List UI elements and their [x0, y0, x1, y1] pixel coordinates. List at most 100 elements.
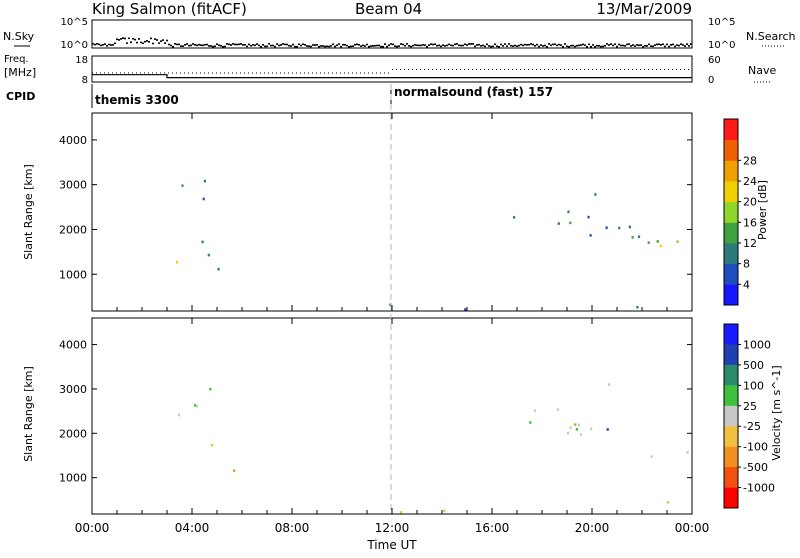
velocity-colorbar-label: Velocity [m s^-1]	[770, 365, 783, 460]
nsky-point	[628, 43, 630, 45]
y-tick-label: 4000	[59, 134, 87, 147]
range-cell	[605, 226, 608, 229]
colorbar-tick-label: 20	[743, 196, 757, 209]
nsky-point	[456, 43, 458, 45]
nave-point	[384, 72, 385, 74]
nsky-point	[376, 44, 378, 47]
nsky-point	[150, 37, 152, 40]
nsky-point	[180, 45, 182, 47]
nave-point	[272, 72, 273, 74]
nave-point	[544, 69, 545, 70]
nave-point	[356, 72, 357, 74]
nsky-point	[434, 43, 436, 45]
nsky-point	[386, 45, 388, 48]
nsky-point	[504, 43, 506, 45]
range-cell	[203, 179, 206, 183]
nave-point	[380, 72, 381, 74]
nsky-point	[430, 43, 432, 45]
nsky-point	[408, 45, 410, 47]
nave-point	[220, 72, 221, 74]
nsky-point	[184, 44, 186, 46]
nsky-point	[654, 44, 656, 46]
nsky-point	[398, 45, 400, 47]
nsky-point	[530, 43, 532, 45]
nave-point	[264, 72, 265, 74]
nave-point	[600, 69, 601, 70]
range-cell	[202, 197, 205, 201]
colorbar-tick-label: 25	[743, 400, 757, 413]
nsky-point	[394, 45, 396, 47]
nave-point	[648, 69, 649, 70]
nsky-point	[648, 43, 650, 46]
nsky-point	[604, 45, 606, 47]
power-heatmap	[175, 179, 679, 311]
nave-point	[504, 69, 505, 70]
nsky-point	[584, 44, 586, 46]
nave-point	[572, 69, 573, 70]
nave-point	[508, 69, 509, 70]
nave-point	[532, 69, 533, 70]
y-tick-label: 3000	[59, 179, 87, 192]
nsky-point	[196, 44, 198, 47]
nave-label: Nave	[748, 64, 776, 77]
nsky-point	[510, 44, 512, 47]
nave-point	[484, 69, 485, 70]
nsky-point	[672, 43, 674, 46]
colorbar-tick-label: -100	[743, 441, 768, 454]
nsky-point	[246, 45, 248, 48]
nsky-point	[344, 44, 346, 46]
nave-point	[204, 72, 205, 74]
nsky-point	[216, 43, 218, 45]
nsky-point	[238, 43, 240, 46]
colorbar-tick-label: -25	[743, 420, 761, 433]
nave-point	[592, 69, 593, 70]
colorbar-segment	[724, 364, 738, 386]
nsky-trace	[92, 37, 692, 48]
time-axis-label: Time UT	[366, 538, 417, 552]
range-cell	[589, 234, 592, 237]
nave-point	[536, 69, 537, 70]
nave-point	[280, 72, 281, 74]
nsky-point	[170, 44, 172, 47]
nave-point	[328, 72, 329, 74]
nsky-point	[122, 37, 124, 39]
nsky-point	[462, 44, 464, 47]
range-cell	[686, 451, 689, 454]
range-cell	[618, 226, 621, 230]
nsky-point	[232, 43, 234, 45]
range-cell	[569, 221, 572, 225]
colorbar-segment	[724, 181, 738, 203]
nave-point	[524, 69, 525, 70]
nsky-point	[218, 44, 220, 47]
nave-point	[388, 72, 389, 74]
nave-point	[564, 69, 565, 70]
nsky-point	[680, 43, 682, 45]
nsky-point	[438, 44, 440, 47]
x-tick-label: 00:00	[75, 521, 110, 535]
nsky-point	[518, 44, 520, 47]
nsky-point	[314, 44, 316, 46]
nave-point	[112, 72, 113, 74]
nsky-point	[524, 43, 526, 46]
nave-point	[644, 69, 645, 70]
nsky-point	[474, 45, 476, 48]
nsky-point	[130, 41, 132, 43]
colorbar-segment	[724, 160, 738, 182]
nsky-point	[320, 45, 322, 47]
nave-point	[468, 69, 469, 70]
nsky-point	[630, 45, 632, 47]
nsky-point	[566, 45, 568, 48]
nsky-point	[330, 45, 332, 47]
nsky-point	[452, 44, 454, 47]
nave-point	[596, 69, 597, 70]
freq-tick-top: 18	[75, 55, 88, 66]
nsky-point	[162, 39, 164, 41]
nsky-point	[616, 45, 618, 48]
nsky-point	[390, 43, 392, 45]
nsky-point	[110, 44, 112, 46]
nsky-point	[580, 44, 582, 46]
nsky-point	[534, 45, 536, 47]
colorbar-tick-label: 12	[743, 237, 757, 250]
nsky-point	[412, 44, 414, 47]
